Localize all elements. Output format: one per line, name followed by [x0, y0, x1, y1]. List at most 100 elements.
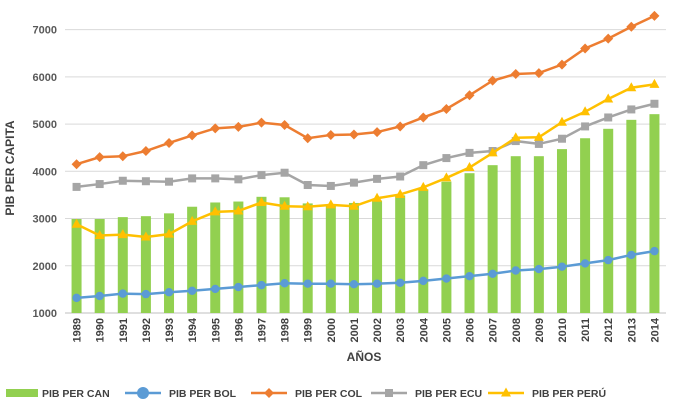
series-line-group — [72, 246, 659, 303]
series-line-group — [71, 78, 660, 241]
data-point — [348, 129, 359, 140]
data-point — [326, 279, 336, 288]
data-point — [233, 205, 244, 215]
bar — [556, 149, 567, 313]
data-point — [557, 134, 566, 143]
legend-marker — [137, 387, 149, 399]
data-point — [188, 174, 197, 183]
gridlines — [65, 29, 666, 314]
data-point — [348, 200, 359, 210]
x-tick-label: 1991 — [118, 318, 130, 342]
x-tick-label: 1989 — [72, 318, 84, 342]
x-tick-label: 2001 — [349, 318, 361, 342]
data-point — [233, 121, 244, 132]
x-tick-label: 2010 — [557, 318, 569, 342]
data-point — [603, 33, 614, 44]
bar — [626, 119, 637, 313]
x-tick-label: 1990 — [95, 318, 107, 342]
data-point — [372, 127, 383, 138]
data-point — [580, 259, 590, 268]
data-point — [533, 131, 544, 141]
data-point — [211, 284, 220, 294]
data-point — [649, 10, 660, 21]
x-tick-label: 1993 — [164, 318, 176, 342]
data-point — [465, 148, 474, 157]
data-point — [303, 279, 312, 288]
y-tick-label: 3000 — [33, 214, 57, 226]
data-point — [325, 199, 336, 209]
data-point — [256, 117, 267, 128]
x-tick-label: 1994 — [187, 317, 199, 342]
data-point — [418, 112, 429, 123]
line-series — [71, 10, 660, 303]
data-point — [395, 188, 406, 198]
x-tick-label: 2014 — [649, 317, 661, 342]
data-point — [326, 181, 335, 190]
bar — [325, 204, 336, 313]
data-point — [211, 174, 220, 183]
data-point — [140, 145, 151, 156]
y-tick-label: 4000 — [33, 166, 57, 178]
bar — [187, 206, 198, 313]
x-tick-label: 1996 — [233, 318, 245, 342]
data-point — [419, 161, 428, 170]
legend-item: PIB PER CAN — [6, 388, 110, 400]
bar — [279, 197, 290, 313]
data-point — [234, 282, 243, 292]
bar — [603, 128, 614, 313]
x-tick-label: 2000 — [326, 318, 338, 342]
data-point — [556, 116, 567, 126]
data-point — [95, 180, 104, 189]
x-tick-label: 2002 — [372, 318, 384, 342]
data-point — [71, 218, 82, 228]
data-point — [511, 266, 520, 275]
bar — [71, 219, 82, 313]
bar — [464, 173, 475, 313]
series-line — [76, 83, 655, 239]
data-point — [210, 206, 221, 216]
series-line — [76, 14, 655, 166]
data-point — [349, 178, 358, 187]
data-point — [418, 181, 429, 191]
bar — [418, 189, 429, 313]
data-point — [325, 129, 336, 140]
legend-item: PIB PER BOL — [125, 387, 237, 400]
data-point — [534, 264, 544, 274]
bar — [302, 203, 313, 313]
legend-label: PIB PER PERÚ — [532, 387, 606, 400]
x-tick-label: 1998 — [280, 318, 292, 342]
bar — [487, 165, 498, 313]
data-point — [441, 172, 452, 182]
data-point — [627, 105, 636, 114]
data-point — [94, 230, 105, 240]
x-tick-label: 2005 — [441, 318, 453, 342]
data-point — [442, 154, 451, 163]
x-tick-label: 2006 — [465, 318, 477, 342]
data-point — [71, 159, 82, 170]
data-point — [118, 176, 127, 185]
data-point — [650, 246, 659, 256]
data-point — [72, 182, 81, 191]
data-point — [556, 59, 567, 70]
bar — [441, 181, 452, 313]
data-point — [603, 93, 614, 103]
bar — [233, 201, 244, 313]
data-point — [303, 181, 312, 190]
data-point — [187, 215, 198, 225]
legend: PIB PER CAN PIB PER BOL PIB PER COL PIB PER… — [6, 387, 606, 400]
data-point — [510, 132, 521, 142]
data-point — [280, 168, 289, 177]
data-point — [187, 130, 198, 141]
data-point — [626, 21, 637, 32]
x-tick-label: 2004 — [418, 317, 430, 342]
x-tick-label: 2003 — [395, 318, 407, 342]
data-point — [257, 171, 266, 180]
x-axis-ticks: 1989 1990 1991 1992 1993 1994 1995 1996 1997 1998… — [72, 317, 662, 342]
y-tick-label: 1000 — [33, 308, 57, 320]
legend-marker — [264, 388, 274, 398]
data-point — [650, 99, 659, 108]
data-point — [140, 231, 151, 241]
data-point — [141, 289, 151, 299]
legend-label: PIB PER ECU — [415, 388, 482, 400]
